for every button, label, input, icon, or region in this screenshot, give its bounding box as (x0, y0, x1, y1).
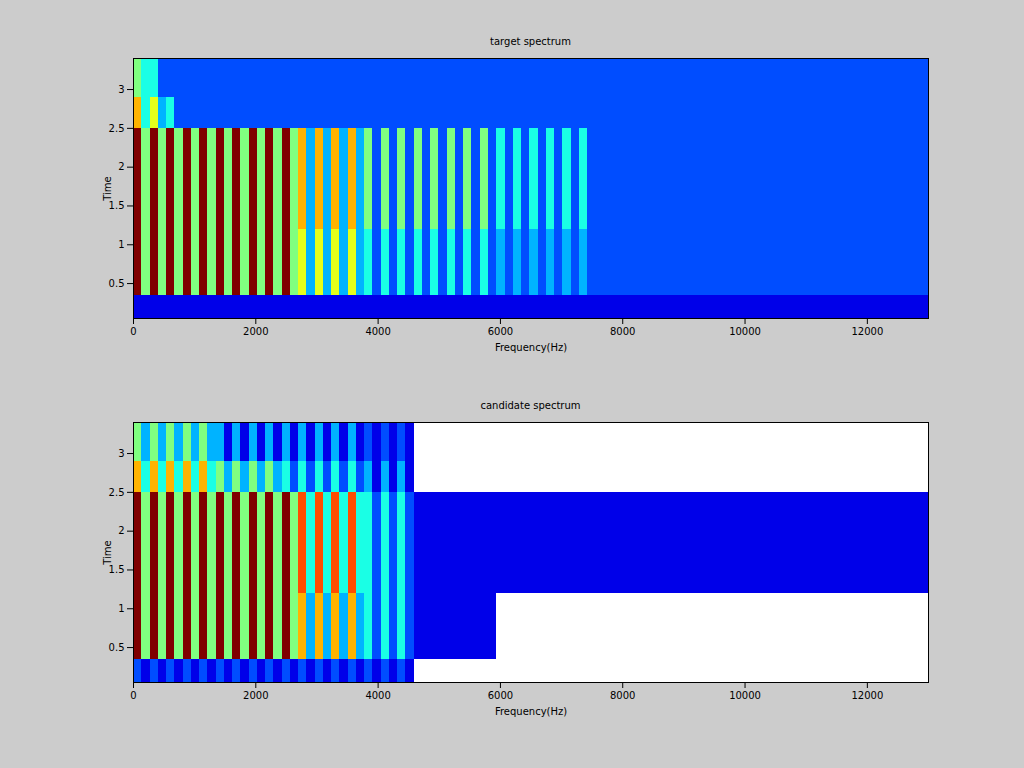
svg-text:2.5: 2.5 (109, 487, 125, 498)
svg-text:2.5: 2.5 (109, 123, 125, 134)
svg-text:Frequency(Hz): Frequency(Hz) (495, 342, 567, 353)
svg-text:4000: 4000 (365, 690, 390, 701)
svg-text:Time: Time (102, 540, 113, 565)
svg-text:0: 0 (130, 690, 136, 701)
svg-text:6000: 6000 (488, 326, 513, 337)
svg-text:8000: 8000 (610, 326, 635, 337)
svg-text:1: 1 (118, 239, 124, 250)
svg-text:Time: Time (102, 176, 113, 201)
html-text:target spectrum: target spectrum (490, 36, 571, 47)
svg-text:3: 3 (118, 448, 124, 459)
svg-text:12000: 12000 (851, 690, 883, 701)
svg-text:1.5: 1.5 (109, 564, 125, 575)
svg-text:0: 0 (130, 326, 136, 337)
svg-text:8000: 8000 (610, 690, 635, 701)
svg-text:2000: 2000 (243, 326, 268, 337)
svg-text:2: 2 (118, 161, 124, 172)
svg-text:1.5: 1.5 (109, 200, 125, 211)
svg-text:3: 3 (118, 84, 124, 95)
svg-text:1: 1 (118, 603, 124, 614)
svg-text:2000: 2000 (243, 690, 268, 701)
svg-text:10000: 10000 (729, 326, 761, 337)
html-text:candidate spectrum: candidate spectrum (480, 400, 581, 411)
svg-text:0.5: 0.5 (109, 278, 125, 289)
svg-text:Frequency(Hz): Frequency(Hz) (495, 706, 567, 717)
svg-text:12000: 12000 (851, 326, 883, 337)
svg-text:10000: 10000 (729, 690, 761, 701)
svg-text:2: 2 (118, 525, 124, 536)
svg-text:6000: 6000 (488, 690, 513, 701)
svg-text:4000: 4000 (365, 326, 390, 337)
svg-text:0.5: 0.5 (109, 642, 125, 653)
